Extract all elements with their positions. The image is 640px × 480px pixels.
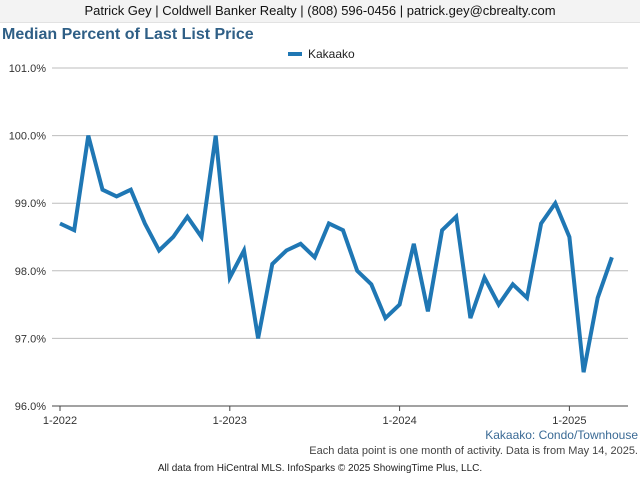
y-tick-label: 100.0% (9, 131, 47, 143)
legend-swatch (288, 52, 302, 56)
legend-label: Kakaako (308, 47, 355, 61)
line-chart: 96.0% 97.0% 98.0% 99.0% 100.0% 101.0% 1-2022 1-… (9, 63, 628, 427)
y-tick-label: 98.0% (15, 266, 46, 278)
y-tick-label: 96.0% (15, 401, 46, 413)
y-tick-label: 99.0% (15, 198, 46, 210)
footer-credit: All data from HiCentral MLS. InfoSparks … (157, 463, 483, 474)
chart-subtitle: Kakaako: Condo/Townhouse (485, 428, 638, 442)
chart-title: Median Percent of Last List Price (2, 26, 254, 43)
x-tick-label: 1-2025 (552, 415, 586, 427)
chart-legend: Kakaako (288, 46, 355, 62)
series-line-kakaako (59, 135, 614, 373)
y-tick-label: 101.0% (9, 63, 47, 75)
x-tick-label: 1-2024 (382, 415, 416, 427)
contact-banner: Patrick Gey | Coldwell Banker Realty | (… (0, 0, 640, 23)
x-tick-label: 1-2023 (213, 415, 247, 427)
data-note: Each data point is one month of activity… (309, 445, 638, 457)
y-tick-label: 97.0% (15, 333, 46, 345)
x-tick-label: 1-2022 (43, 415, 77, 427)
